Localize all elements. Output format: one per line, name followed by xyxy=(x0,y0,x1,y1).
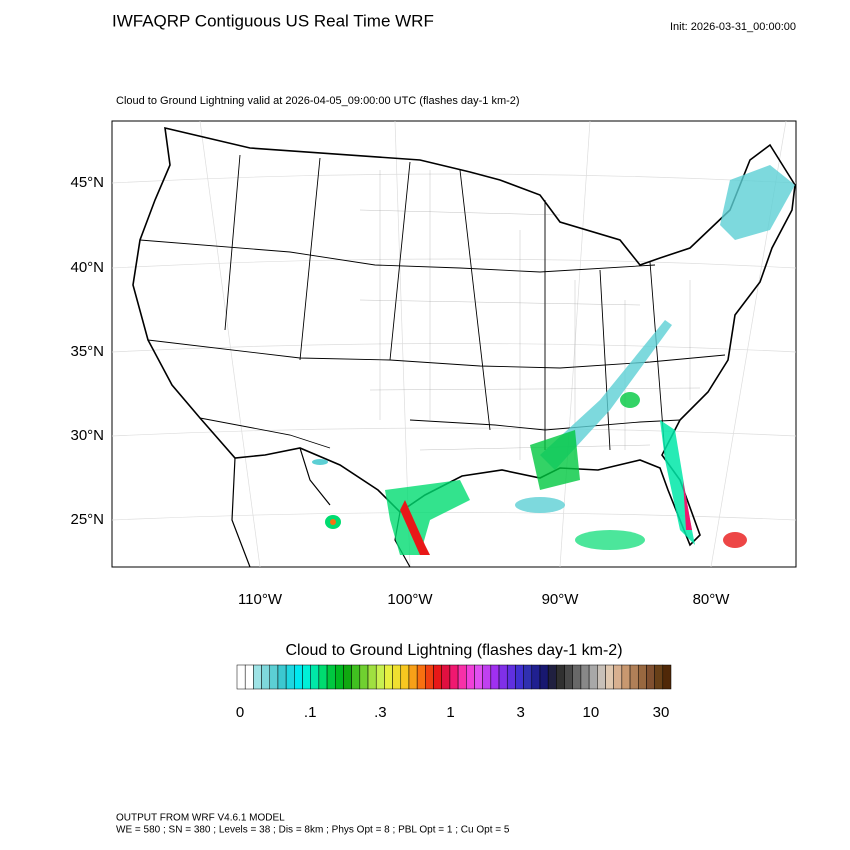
colorbar-swatch xyxy=(662,664,672,690)
colorbar-swatch xyxy=(547,664,557,690)
lightning xyxy=(312,165,795,555)
colorbar-swatch xyxy=(474,664,483,690)
colorbar-label: 1 xyxy=(446,704,454,721)
colorbar-swatch xyxy=(400,664,410,690)
colorbar-swatch xyxy=(515,664,524,690)
lat-label: 35°N xyxy=(70,343,104,360)
lon-label: 110°W xyxy=(238,591,283,608)
lon-label: 80°W xyxy=(693,591,731,608)
colorbar-swatch xyxy=(351,664,361,690)
colorbar-swatch xyxy=(367,664,377,690)
colorbar-swatch xyxy=(654,664,664,690)
map xyxy=(111,120,797,568)
colorbar-swatch xyxy=(523,664,533,690)
colorbar-label: 3 xyxy=(516,704,524,721)
colorbar-swatch xyxy=(261,664,271,690)
colorbar-swatch xyxy=(392,664,402,690)
colorbar-swatch xyxy=(531,664,541,690)
colorbar-swatch xyxy=(416,664,426,690)
colorbar-swatch xyxy=(359,664,369,690)
colorbar-swatch xyxy=(375,664,385,690)
colorbar-swatch xyxy=(580,664,590,690)
colorbar-swatch xyxy=(605,664,614,690)
colorbar-swatch xyxy=(588,664,598,690)
colorbar-swatch xyxy=(244,664,254,690)
colorbar-swatch xyxy=(253,664,262,690)
colorbar-swatch xyxy=(425,664,434,690)
colorbar-swatch xyxy=(285,664,295,690)
colorbar-swatch xyxy=(613,664,623,690)
colorbar-swatch xyxy=(621,664,631,690)
colorbar-swatch xyxy=(433,664,442,690)
colorbar-swatch xyxy=(310,664,320,690)
colorbar-swatch xyxy=(539,664,549,690)
colorbar-title: Cloud to Ground Lightning (flashes day-1… xyxy=(285,642,622,659)
lon-label: 90°W xyxy=(542,591,580,608)
footer-line: OUTPUT FROM WRF V4.6.1 MODEL xyxy=(116,813,285,824)
colorbar-swatch xyxy=(441,664,451,690)
footer-line: WE = 580 ; SN = 380 ; Levels = 38 ; Dis … xyxy=(116,825,510,836)
colorbar-swatch xyxy=(302,664,311,690)
colorbar-swatch xyxy=(564,664,573,690)
lat-label: 45°N xyxy=(70,174,104,191)
colorbar-swatch xyxy=(277,664,287,690)
colorbar-swatch xyxy=(384,664,393,690)
colorbar-swatch xyxy=(408,664,418,690)
colorbar-swatch xyxy=(343,664,352,690)
colorbar-swatch xyxy=(498,664,508,690)
colorbar-label: 10 xyxy=(582,704,599,721)
colorbar-swatch xyxy=(269,664,279,690)
colorbar-swatch xyxy=(629,664,639,690)
colorbar-swatch xyxy=(637,664,647,690)
colorbar-swatch xyxy=(597,664,606,690)
colorbar-swatch xyxy=(449,664,459,690)
colorbar-swatch xyxy=(556,664,565,690)
colorbar-swatch xyxy=(236,664,246,690)
colorbar-swatch xyxy=(572,664,582,690)
lon-label: 100°W xyxy=(387,591,433,608)
colorbar-label: .3 xyxy=(374,704,387,721)
lat-label: 30°N xyxy=(70,427,104,444)
colorbar-swatch xyxy=(457,664,467,690)
lat-label: 25°N xyxy=(70,511,104,528)
colorbar-swatch xyxy=(318,664,328,690)
colorbar-swatch xyxy=(482,664,492,690)
colorbar-swatch xyxy=(506,664,516,690)
lat-label: 40°N xyxy=(70,259,104,276)
title: IWFAQRP Contiguous US Real Time WRF xyxy=(112,11,434,30)
colorbar-label: .1 xyxy=(304,704,317,721)
colorbar-swatch xyxy=(335,664,344,690)
colorbar-label: 30 xyxy=(653,704,670,721)
map-subtitle: Cloud to Ground Lightning valid at 2026-… xyxy=(116,95,520,107)
colorbar-swatch xyxy=(466,664,475,690)
colorbar-label: 0 xyxy=(236,704,244,721)
colorbar-swatch xyxy=(326,664,336,690)
colorbar-swatch xyxy=(490,664,500,690)
colorbar-swatch xyxy=(294,664,303,690)
colorbar-swatch xyxy=(646,664,655,690)
colorbar: 0 .1 .3 1 3 10 30 xyxy=(236,664,672,721)
init-time: Init: 2026-03-31_00:00:00 xyxy=(670,21,796,33)
